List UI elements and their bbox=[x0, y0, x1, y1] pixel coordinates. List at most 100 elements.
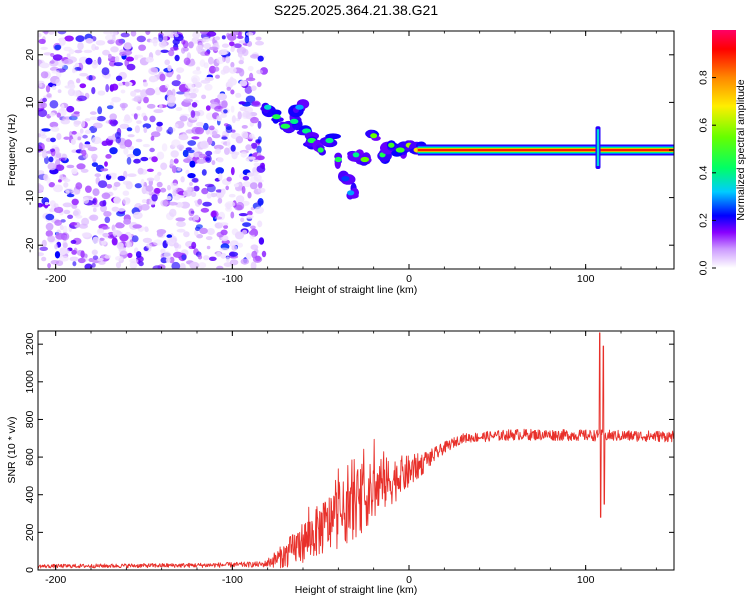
noise-blob bbox=[132, 148, 141, 157]
noise-blob bbox=[254, 206, 264, 214]
noise-blob bbox=[181, 47, 186, 54]
noise-blob bbox=[171, 88, 176, 97]
noise-blob bbox=[48, 182, 55, 188]
noise-blob bbox=[171, 80, 181, 87]
noise-blob bbox=[194, 229, 199, 237]
noise-blob bbox=[180, 176, 185, 183]
noise-blob bbox=[242, 181, 252, 188]
noise-blob bbox=[46, 177, 51, 184]
noise-blob bbox=[196, 158, 206, 164]
noise-blob bbox=[242, 176, 250, 181]
colorbar: 0.0 0.2 0.4 0.6 0.8 Normalized spectral ampl… bbox=[698, 30, 747, 275]
noise-blob bbox=[108, 172, 118, 177]
noise-blob bbox=[166, 196, 172, 201]
noise-blob bbox=[241, 48, 249, 57]
noise-blob bbox=[250, 261, 257, 269]
noise-blob bbox=[119, 234, 129, 242]
noise-blob bbox=[105, 154, 112, 159]
noise-blob bbox=[153, 109, 164, 114]
noise-blob bbox=[38, 109, 48, 118]
noise-blob bbox=[183, 57, 191, 66]
y-tick-label: -10 bbox=[24, 190, 36, 205]
noise-blob bbox=[181, 254, 187, 261]
noise-blob bbox=[143, 115, 148, 122]
noise-blob bbox=[223, 224, 229, 229]
noise-blob bbox=[202, 122, 209, 131]
noise-blob bbox=[96, 115, 106, 122]
noise-blob bbox=[169, 256, 175, 264]
noise-blob bbox=[58, 157, 66, 162]
noise-blob bbox=[71, 198, 79, 206]
noise-blob bbox=[101, 240, 107, 246]
noise-blob bbox=[45, 230, 53, 237]
y-tick-label: 10 bbox=[24, 96, 36, 108]
noise-blob bbox=[151, 194, 158, 202]
noise-blob bbox=[238, 40, 247, 44]
noise-blob bbox=[111, 96, 121, 103]
noise-blob bbox=[77, 257, 86, 264]
noise-blob bbox=[102, 232, 109, 238]
noise-blob bbox=[82, 134, 88, 139]
noise-blob bbox=[123, 116, 133, 124]
noise-blob bbox=[192, 77, 198, 84]
noise-blob bbox=[41, 256, 47, 262]
noise-blob bbox=[110, 46, 119, 53]
noise-blob bbox=[113, 196, 121, 205]
noise-blob bbox=[234, 231, 245, 240]
noise-blob bbox=[167, 126, 174, 135]
noise-blob bbox=[77, 136, 82, 141]
noise-blob bbox=[40, 71, 49, 79]
noise-blob bbox=[179, 115, 188, 122]
noise-blob bbox=[215, 189, 223, 193]
x-tick-label: 100 bbox=[577, 273, 595, 285]
noise-blob bbox=[60, 118, 71, 125]
noise-blob bbox=[230, 211, 235, 219]
noise-blob bbox=[78, 142, 84, 150]
noise-blob bbox=[115, 75, 123, 82]
noise-blob bbox=[44, 201, 49, 206]
noise-blob bbox=[127, 173, 137, 177]
noise-blob bbox=[187, 173, 196, 179]
noise-blob bbox=[126, 127, 133, 132]
noise-blob bbox=[256, 155, 265, 161]
noise-blob bbox=[244, 35, 250, 44]
signal-blob bbox=[360, 156, 370, 163]
noise-blob bbox=[188, 41, 194, 49]
noise-blob bbox=[246, 136, 256, 140]
signal-blob bbox=[325, 137, 334, 144]
noise-blob bbox=[230, 105, 235, 113]
y-tick-label: 20 bbox=[24, 49, 36, 61]
noise-blob bbox=[120, 32, 130, 38]
noise-blob bbox=[220, 252, 227, 259]
noise-blob bbox=[108, 119, 113, 125]
noise-blob bbox=[174, 123, 179, 129]
noise-blob bbox=[247, 65, 254, 72]
colorbar-tick-label: 0.4 bbox=[698, 165, 710, 180]
noise-blob bbox=[81, 120, 86, 128]
noise-blob bbox=[166, 94, 176, 103]
noise-blob bbox=[103, 31, 114, 35]
noise-blob bbox=[145, 31, 151, 35]
noise-blob bbox=[99, 200, 106, 207]
noise-blob bbox=[92, 207, 97, 213]
noise-blob bbox=[47, 235, 56, 243]
noise-blob bbox=[173, 242, 179, 249]
noise-blob bbox=[250, 142, 258, 149]
noise-blob bbox=[92, 188, 100, 197]
noise-blob bbox=[244, 85, 253, 95]
noise-blob bbox=[191, 126, 201, 135]
noise-blob bbox=[217, 197, 223, 204]
noise-blob bbox=[165, 257, 171, 263]
noise-blob bbox=[257, 220, 263, 228]
noise-blob bbox=[235, 195, 245, 203]
noise-blob bbox=[245, 77, 256, 82]
noise-blob bbox=[176, 228, 186, 233]
noise-blob bbox=[246, 32, 254, 36]
noise-blob bbox=[101, 226, 110, 230]
noise-blob bbox=[156, 121, 163, 127]
noise-blob bbox=[115, 38, 124, 46]
noise-blob bbox=[168, 49, 175, 57]
noise-blob bbox=[224, 147, 230, 155]
noise-blob bbox=[90, 203, 100, 208]
signal-blob bbox=[352, 152, 360, 158]
